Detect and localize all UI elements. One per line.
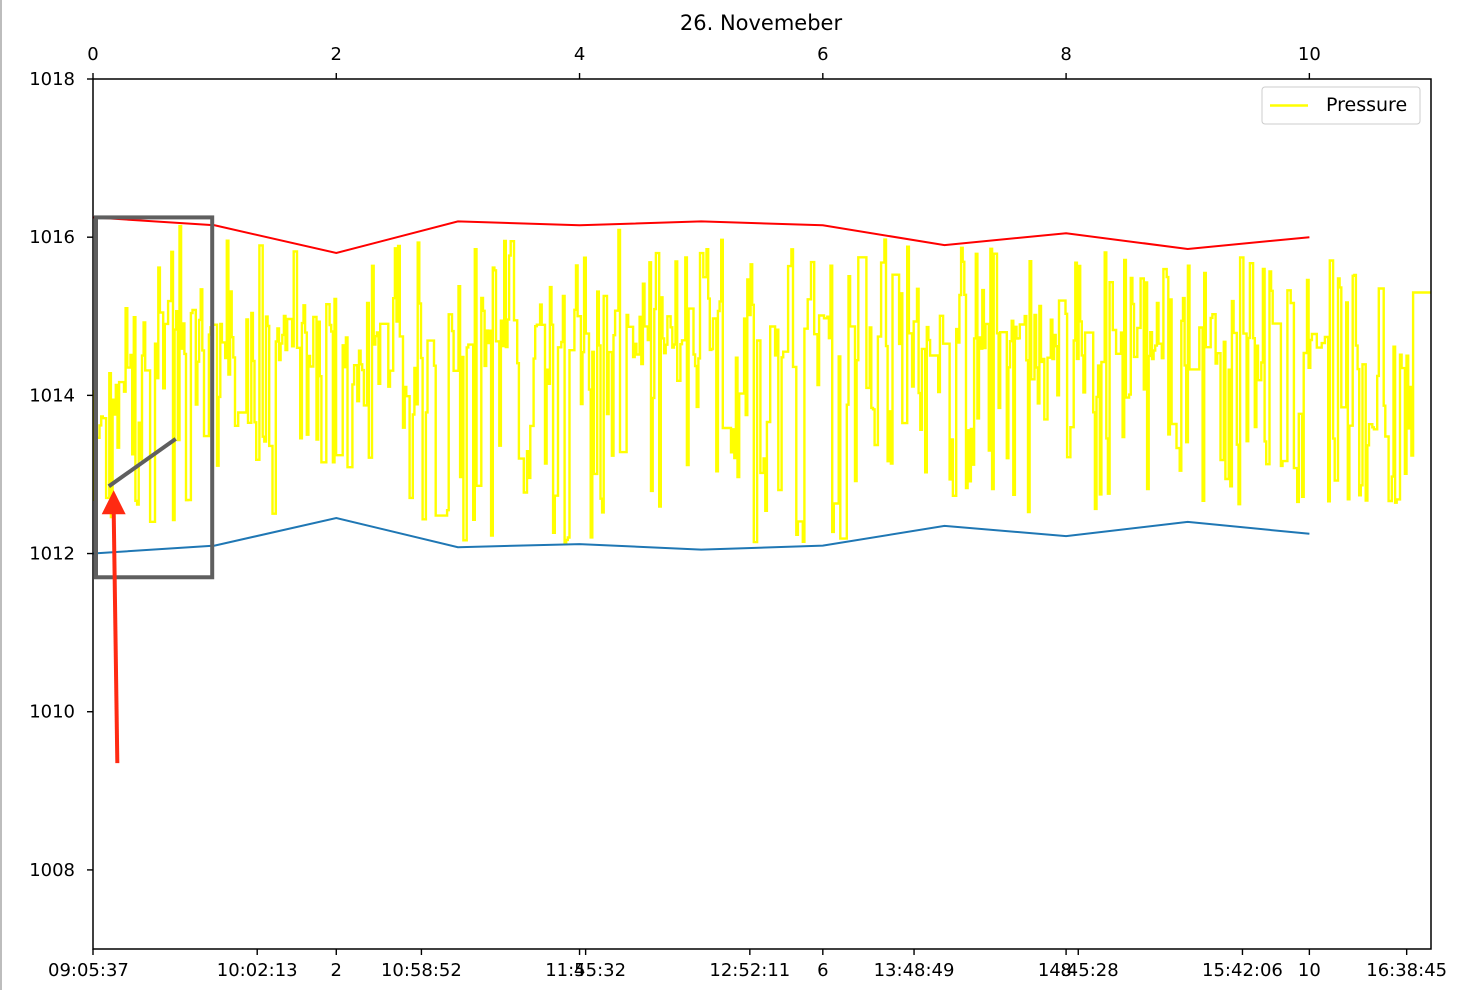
x-bottom-tick-label: 4 xyxy=(574,960,585,981)
x-time-tick-label: 10:02:13 xyxy=(217,960,298,981)
x-time-tick-label: 11:55:32 xyxy=(545,960,626,981)
axis-layer: 1008 1010 1012 1014 1016 1018 0 2 4 6 8 10 2 4 6 8 10 09:… xyxy=(29,44,1447,981)
legend-label: Pressure xyxy=(1326,94,1407,116)
y-tick-label: 1008 xyxy=(29,860,75,881)
x-top-tick-label: 8 xyxy=(1060,44,1071,65)
legend: Pressure xyxy=(1261,86,1421,125)
y-tick-label: 1016 xyxy=(29,227,75,248)
x-top-tick-label: 0 xyxy=(87,44,98,65)
y-tick-label: 1012 xyxy=(29,544,75,565)
trend-segment xyxy=(107,437,177,488)
window-edge xyxy=(0,0,2,990)
x-top-tick-label: 4 xyxy=(574,44,585,65)
x-bottom-tick-label: 2 xyxy=(331,960,342,981)
red-arrow-head xyxy=(101,490,126,515)
x-time-tick-label: 09:05:37 xyxy=(48,960,129,981)
red-arrow-shaft xyxy=(111,510,120,764)
x-time-tick-label: 10:58:52 xyxy=(381,960,462,981)
x-bottom-tick-label: 8 xyxy=(1060,960,1071,981)
annotation-layer xyxy=(94,215,215,764)
chart-title: 26. Novemeber xyxy=(680,11,843,35)
y-tick-label: 1014 xyxy=(29,385,75,406)
y-tick-label: 1018 xyxy=(29,69,75,90)
series-1-line xyxy=(92,216,1310,255)
x-bottom-tick-label: 6 xyxy=(817,960,828,981)
legend-box xyxy=(1261,86,1421,125)
series-2-line xyxy=(92,516,1310,555)
plot-area-frame xyxy=(92,78,1432,950)
x-top-tick-label: 10 xyxy=(1298,44,1321,65)
x-time-tick-label: 16:38:45 xyxy=(1366,960,1447,981)
plot-layer xyxy=(92,216,1431,555)
highlight-box xyxy=(94,215,215,580)
x-time-tick-label: 14:45:28 xyxy=(1038,960,1119,981)
x-time-tick-label: 13:48:49 xyxy=(874,960,955,981)
y-tick-label: 1010 xyxy=(29,702,75,723)
x-top-tick-label: 6 xyxy=(817,44,828,65)
x-time-tick-label: 15:42:06 xyxy=(1202,960,1283,981)
x-bottom-tick-label: 10 xyxy=(1298,960,1321,981)
x-time-tick-label: 12:52:11 xyxy=(709,960,790,981)
series-pressure-line xyxy=(93,224,1431,546)
x-top-tick-label: 2 xyxy=(331,44,342,65)
